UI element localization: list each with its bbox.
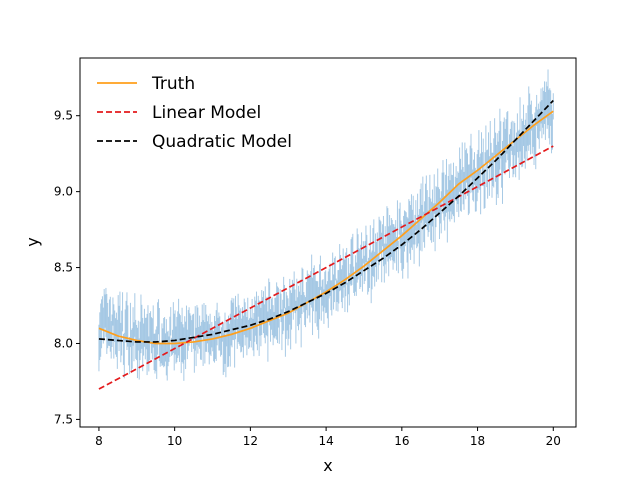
x-axis-label: x — [323, 456, 332, 475]
legend-label: Linear Model — [152, 103, 261, 123]
x-tick-label: 12 — [243, 434, 258, 448]
y-tick-label: 8.5 — [54, 261, 73, 275]
series-line-linear-model — [98, 145, 554, 390]
x-tick-label: 14 — [318, 434, 333, 448]
series-line-truth — [98, 110, 554, 345]
legend-label: Truth — [151, 74, 195, 94]
y-axis-label: y — [23, 237, 42, 246]
y-axis: 7.5 8.0 8.5 9.0 9.5 — [54, 109, 80, 426]
x-tick-label: 18 — [470, 434, 485, 448]
series-line-quadratic-model — [98, 99, 554, 343]
plot-frame — [79, 57, 577, 428]
y-tick-label: 7.5 — [54, 412, 73, 426]
legend: Truth Linear Model Quadratic Model — [97, 74, 292, 152]
legend-label: Quadratic Model — [152, 132, 292, 152]
x-tick-label: 8 — [95, 434, 103, 448]
series-layer — [98, 99, 554, 390]
x-tick-label: 20 — [546, 434, 561, 448]
x-tick-label: 10 — [167, 434, 182, 448]
x-axis: 8 10 12 14 16 18 20 — [95, 427, 561, 448]
x-tick-label: 16 — [394, 434, 409, 448]
y-tick-label: 9.0 — [54, 185, 73, 199]
y-tick-label: 8.0 — [54, 336, 73, 350]
noise-band — [98, 69, 554, 381]
y-tick-label: 9.5 — [54, 109, 73, 123]
